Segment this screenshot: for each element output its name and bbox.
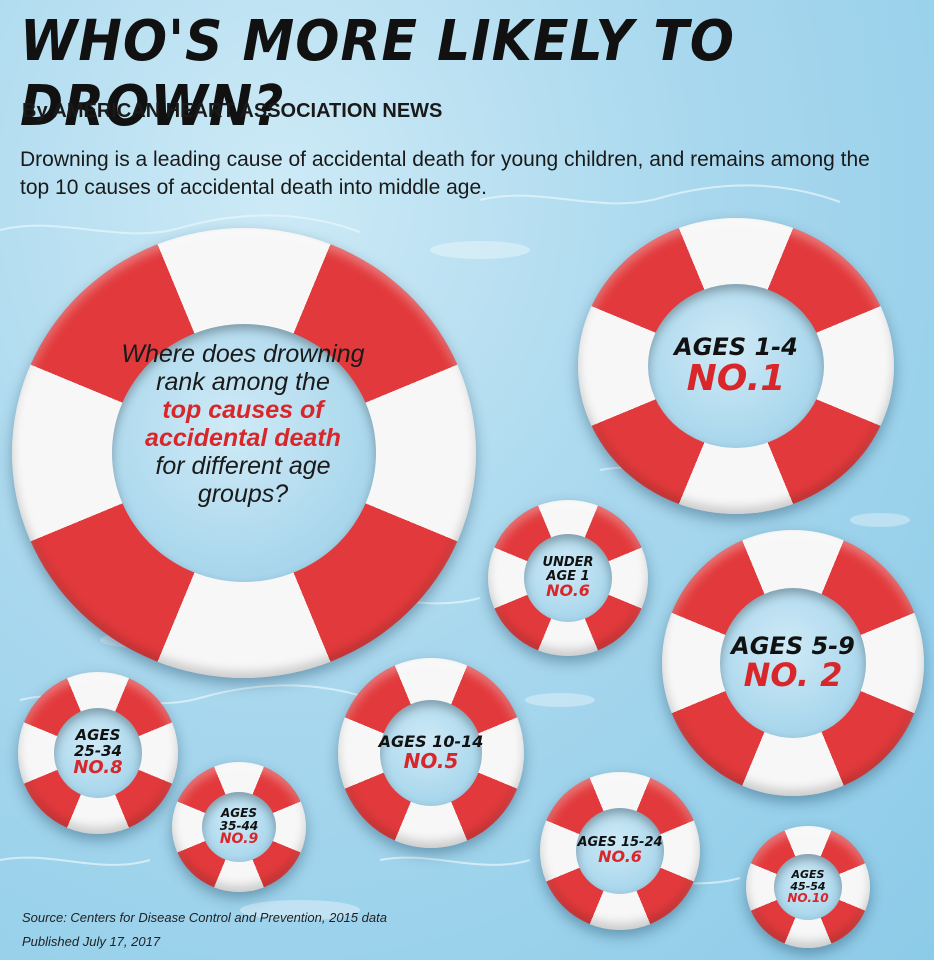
label-ages-45-54: AGES 45-54 NO.10 (768, 854, 848, 920)
rank: NO.9 (219, 831, 259, 848)
age-group: AGES 35-44 (219, 806, 259, 833)
lifebuoy-ages-35-44 (172, 762, 306, 892)
lifebuoy-ages-10-14 (338, 658, 524, 848)
lifebuoy-hole (54, 708, 142, 798)
rank: NO.6 (546, 581, 590, 601)
lifebuoy-ages-45-54 (746, 826, 870, 948)
age-group: AGES 1-4 (674, 332, 798, 361)
age-group: AGES 25-34 (74, 725, 122, 760)
page-title: WHO'S MORE LIKELY TO DROWN? (20, 9, 735, 139)
lifebuoy-ages-5-9 (662, 530, 924, 796)
rank: NO.8 (73, 757, 123, 779)
age-group: AGES 15-24 (577, 834, 663, 850)
rank: NO.6 (598, 847, 642, 867)
question-part2: for different age groups? (155, 452, 331, 508)
lifebuoy-ages-15-24 (540, 772, 700, 930)
lifebuoy-ages-1-4 (578, 218, 894, 514)
label-ages-10-14: AGES 10-14 NO.5 (361, 700, 501, 806)
label-ages-1-4: AGES 1-4 NO.1 (648, 284, 824, 448)
rank: NO.5 (403, 748, 459, 773)
source-note: Source: Centers for Disease Control and … (22, 910, 387, 925)
label-ages-35-44: AGES 35-44 NO.9 (199, 792, 279, 862)
rank: NO.10 (787, 891, 829, 906)
label-ages-25-34: AGES 25-34 NO.8 (48, 710, 148, 796)
label-under-age-1: UNDER AGE 1 NO.6 (518, 536, 618, 620)
lifebuoy-ages-25-34 (18, 672, 178, 834)
age-group: AGES 45-54 (790, 868, 826, 893)
age-group: UNDER AGE 1 (542, 554, 594, 584)
question-highlight: top causes of accidental death (145, 396, 341, 452)
published-date: Published July 17, 2017 (22, 934, 161, 949)
lifebuoy-under-age-1 (488, 500, 648, 656)
lifebuoy-hole (648, 284, 824, 448)
question-part1: Where does drowning rank among the (121, 340, 365, 396)
lifebuoy-hole (380, 700, 482, 806)
rank: NO.1 (686, 357, 786, 399)
age-group: AGES 5-9 (731, 631, 855, 660)
intro-text: Drowning is a leading cause of accidenta… (20, 148, 870, 199)
byline: By AMERICAN HEART ASSOCIATION NEWS (22, 100, 443, 122)
lifebuoy-question (12, 228, 476, 678)
lifebuoy-hole (774, 854, 842, 920)
lifebuoy-hole (202, 792, 276, 862)
lifebuoy-hole (524, 534, 612, 622)
lifebuoy-hole (576, 808, 664, 894)
label-ages-5-9: AGES 5-9 NO. 2 (710, 600, 876, 726)
label-ages-15-24: AGES 15-24 NO.6 (560, 808, 680, 894)
rank: NO. 2 (743, 655, 843, 694)
question-text: Where does drowning rank among the top c… (118, 340, 368, 508)
age-group: AGES 10-14 (378, 732, 484, 752)
lifebuoy-hole (112, 324, 376, 582)
lifebuoy-hole (720, 588, 866, 738)
